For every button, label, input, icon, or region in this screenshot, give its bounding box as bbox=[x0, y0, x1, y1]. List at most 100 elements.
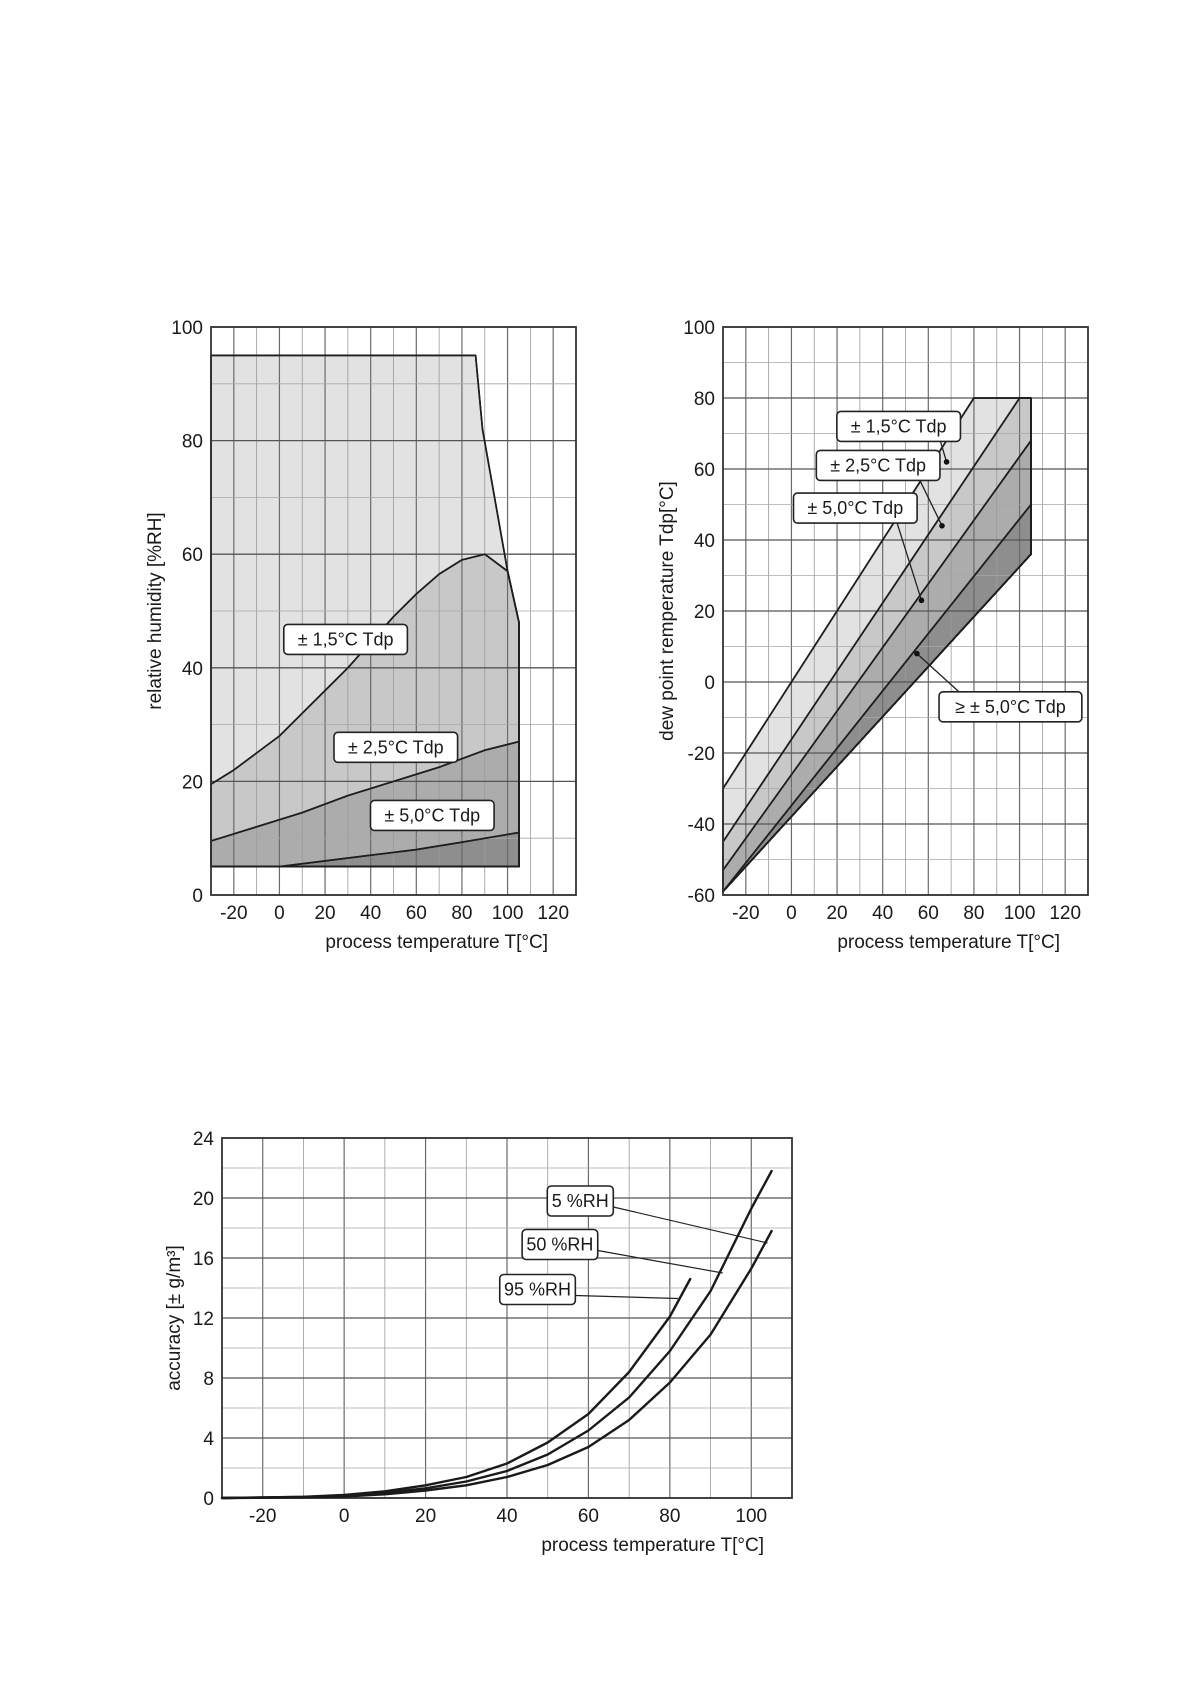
region-outlines bbox=[210, 354, 520, 868]
series-label: 50 %RH bbox=[521, 1228, 599, 1261]
y-tick-label: 40 bbox=[694, 531, 715, 552]
y-tick-label: -40 bbox=[688, 815, 715, 836]
x-tick-label: 60 bbox=[406, 903, 427, 924]
grid bbox=[221, 1137, 793, 1499]
x-tick-label: 80 bbox=[659, 1506, 680, 1527]
x-tick-label: 80 bbox=[963, 903, 984, 924]
x-tick-label: 60 bbox=[578, 1506, 599, 1527]
x-tick-label: 40 bbox=[872, 903, 893, 924]
region-label: ± 2,5°C Tdp bbox=[815, 449, 941, 482]
y-tick-label: 60 bbox=[694, 460, 715, 481]
plot-frame bbox=[722, 326, 1089, 896]
region-outline-2 bbox=[210, 553, 520, 868]
leader-line bbox=[597, 1249, 723, 1274]
tick-labels: -20 0 20 40 60 80 100 120 -60 -40 -20 0 20 40 60 80 100 bbox=[683, 318, 1081, 924]
label-box bbox=[333, 731, 459, 764]
y-tick-label: -20 bbox=[688, 744, 715, 765]
label-box bbox=[792, 492, 918, 524]
y-axis-label: dew point remperature Tdp[°C] bbox=[657, 481, 678, 741]
label-text: ± 1,5°C Tdp bbox=[851, 416, 947, 436]
leader-dot bbox=[914, 650, 920, 657]
region-labels: ± 1,5°C Tdp ± 2,5°C Tdp ± 5,0°C Tdp bbox=[282, 623, 495, 832]
plot-frame bbox=[221, 1137, 793, 1499]
x-tick-label: 120 bbox=[537, 903, 569, 924]
label-text: 95 %RH bbox=[504, 1280, 571, 1300]
y-tick-label: 16 bbox=[193, 1249, 214, 1270]
region-label: ± 1,5°C Tdp bbox=[282, 623, 409, 656]
y-tick-label: 100 bbox=[683, 318, 715, 339]
series bbox=[220, 1169, 773, 1500]
leader-dot bbox=[943, 459, 950, 465]
label-text: ≥ ± 5,0°C Tdp bbox=[955, 697, 1066, 717]
label-text: ± 1,5°C Tdp bbox=[298, 629, 394, 649]
label-box bbox=[546, 1185, 615, 1217]
x-tick-label: 20 bbox=[314, 903, 335, 924]
x-tick-label: 0 bbox=[786, 903, 797, 924]
region-label: ± 5,0°C Tdp bbox=[792, 492, 918, 524]
label-text: 50 %RH bbox=[526, 1235, 593, 1255]
dew-point-accuracy-chart: -20 0 20 40 60 80 100 120 -60 -40 -20 0 20 40 60 80 100 p… bbox=[657, 318, 1089, 953]
y-tick-label: 8 bbox=[203, 1369, 214, 1390]
x-axis-label: process temperature T[°C] bbox=[837, 932, 1060, 953]
region-labels: ± 1,5°C Tdp ± 2,5°C Tdp ± 5,0°C Tdp ≥ ± 5,0… bbox=[792, 410, 1083, 723]
x-tick-label: -20 bbox=[220, 903, 247, 924]
region-label: ≥ ± 5,0°C Tdp bbox=[938, 691, 1083, 723]
label-box bbox=[369, 799, 495, 832]
label-box bbox=[815, 449, 941, 482]
x-tick-label: 80 bbox=[451, 903, 472, 924]
absolute-humidity-accuracy-chart: -20 0 20 40 60 80 100 0 4 8 12 16 20 24 process temper… bbox=[164, 1129, 793, 1556]
y-tick-label: 12 bbox=[193, 1309, 214, 1330]
y-tick-label: 80 bbox=[182, 432, 203, 453]
x-tick-label: 60 bbox=[918, 903, 939, 924]
tick-labels: -20 0 20 40 60 80 100 120 0 20 40 60 80 100 bbox=[171, 318, 569, 924]
label-box bbox=[282, 623, 409, 656]
x-tick-label: -20 bbox=[732, 903, 759, 924]
x-axis-label: process temperature T[°C] bbox=[325, 932, 548, 953]
series-labels: 5 %RH 50 %RH 95 %RH bbox=[498, 1185, 768, 1306]
region-outline-4 bbox=[722, 503, 1032, 893]
leader-line bbox=[575, 1294, 679, 1300]
x-tick-label: 0 bbox=[339, 1506, 350, 1527]
x-tick-label: 40 bbox=[496, 1506, 517, 1527]
region-label: ± 5,0°C Tdp bbox=[369, 799, 495, 832]
label-text: ± 2,5°C Tdp bbox=[348, 737, 444, 757]
leader-dot bbox=[918, 597, 925, 604]
leader-line bbox=[613, 1206, 768, 1244]
label-box bbox=[938, 691, 1083, 723]
y-tick-label: 60 bbox=[182, 545, 203, 566]
tick-labels: -20 0 20 40 60 80 100 0 4 8 12 16 20 24 bbox=[193, 1129, 767, 1527]
y-tick-label: 0 bbox=[192, 886, 203, 907]
leader-line bbox=[939, 441, 948, 463]
series-line bbox=[220, 1277, 692, 1500]
label-box bbox=[836, 410, 962, 443]
region-label: ± 2,5°C Tdp bbox=[333, 731, 459, 764]
series-line bbox=[220, 1169, 773, 1500]
label-text: ± 2,5°C Tdp bbox=[830, 455, 926, 475]
x-tick-label: 100 bbox=[492, 903, 524, 924]
x-tick-label: 100 bbox=[735, 1506, 767, 1527]
y-tick-label: 40 bbox=[182, 659, 203, 680]
series-label: 95 %RH bbox=[498, 1273, 577, 1306]
x-tick-label: 20 bbox=[826, 903, 847, 924]
y-tick-label: 24 bbox=[193, 1129, 215, 1150]
series-label: 5 %RH bbox=[546, 1185, 615, 1217]
leader-line bbox=[896, 522, 923, 601]
y-tick-label: 80 bbox=[694, 389, 715, 410]
region-label: ± 1,5°C Tdp bbox=[836, 410, 962, 443]
x-tick-label: 0 bbox=[274, 903, 285, 924]
relative-humidity-accuracy-chart: -20 0 20 40 60 80 100 120 0 20 40 60 80 100 process te… bbox=[145, 318, 577, 953]
leader-line bbox=[916, 653, 960, 693]
series-line bbox=[220, 1229, 773, 1500]
x-tick-label: 100 bbox=[1004, 903, 1036, 924]
label-text: ± 5,0°C Tdp bbox=[807, 498, 903, 518]
y-tick-label: -60 bbox=[688, 886, 715, 907]
leader-line bbox=[919, 480, 943, 527]
y-axis-label: relative humidity [%RH] bbox=[145, 512, 166, 709]
region-outline-4 bbox=[210, 831, 520, 868]
label-box bbox=[498, 1273, 577, 1306]
y-tick-label: 0 bbox=[704, 673, 715, 694]
y-tick-label: 100 bbox=[171, 318, 203, 339]
y-axis-label: accuracy [± g/m³] bbox=[164, 1245, 185, 1391]
x-tick-label: 20 bbox=[415, 1506, 436, 1527]
